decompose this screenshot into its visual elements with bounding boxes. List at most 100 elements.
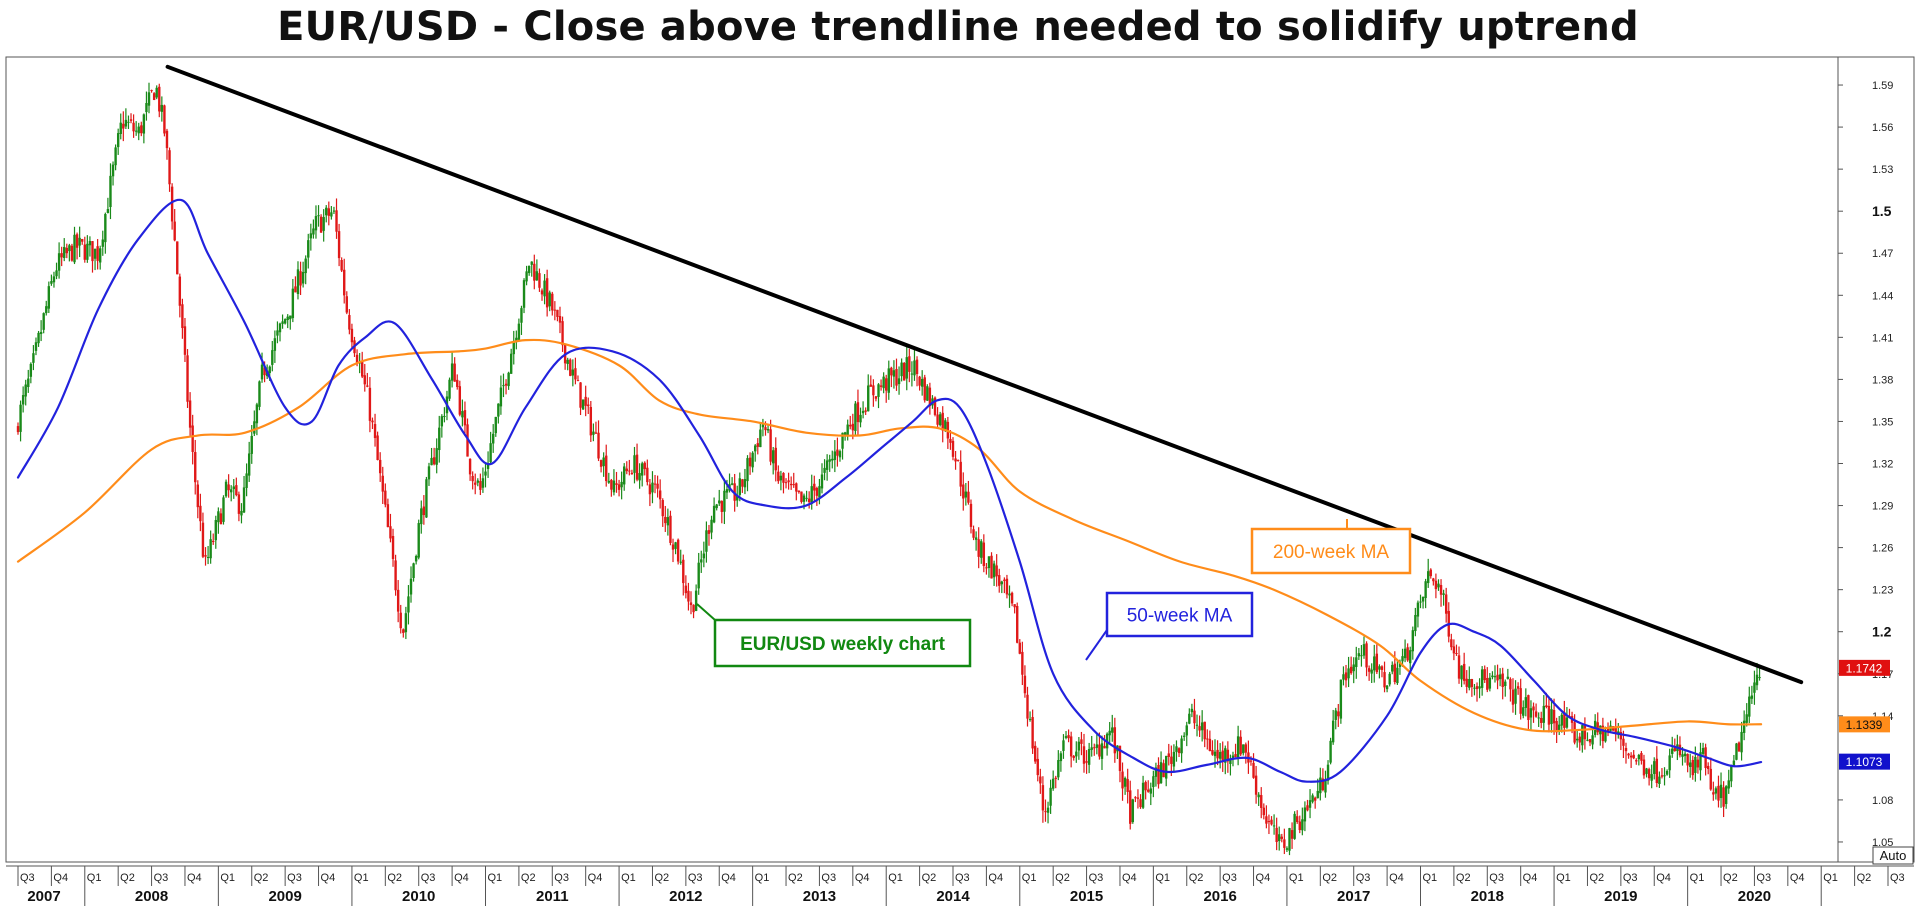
candle-body [1637,754,1641,760]
candle-body [1606,728,1610,732]
candle-body [219,513,223,525]
candle-body [476,480,479,483]
candle-body [1010,592,1014,604]
candle-body [1298,821,1301,831]
candle-body [1090,747,1093,750]
candle-body [81,239,84,242]
candle-body [1709,768,1712,790]
candle-body [933,397,937,415]
candle-body [592,431,595,435]
candle-body [751,452,754,468]
x-quarter-label: Q3 [287,872,302,884]
candle-body [1301,819,1304,831]
candle-body [1393,663,1397,683]
x-quarter-label: Q3 [955,872,970,884]
candle-body [1023,675,1027,694]
candle-body [597,432,600,459]
candle-body [1285,848,1289,850]
y-axis: 1.59 1.56 1.53 1.47 1.44 1.41 1.38 1.35 1.32 1.29… [1838,80,1893,849]
candle-body [1337,711,1340,717]
x-quarter-label: Q1 [1423,872,1438,884]
candle-body [1324,779,1327,793]
candle-body [599,460,603,467]
candle-body [594,432,598,434]
candle-body [1450,639,1453,648]
candle-body [60,253,63,258]
candle-body [1087,748,1091,765]
y-tick-label: 1.23 [1872,585,1893,597]
candle-body [1370,669,1373,674]
candle-body [1177,748,1181,754]
candle-body [443,415,446,418]
candle-body [515,337,518,342]
candle-body [1044,811,1047,813]
candle-body [173,221,176,241]
candle-body [980,541,983,558]
candle-body [368,387,372,421]
candle-body [738,478,741,495]
candle-body [396,589,400,612]
candle-body [204,555,207,557]
annotation-box [1105,591,1254,638]
candle-body [1504,681,1507,686]
candle-body [1113,727,1117,754]
candle-body [1740,731,1743,753]
x-quarter-label: Q2 [1589,872,1604,884]
candle-body [1473,687,1476,689]
candle-body [571,369,575,376]
candle-body [1013,604,1016,608]
candle-body [386,504,390,528]
y-tick-label: 1.35 [1872,416,1893,428]
candle-body [199,505,202,522]
candle-body [938,414,942,426]
candle-body [463,410,467,426]
candle-body [684,585,688,594]
x-quarter-label: Q2 [1723,872,1738,884]
candle-body [556,309,559,317]
candle-body [777,471,780,482]
x-quarter-label: Q2 [1857,872,1872,884]
candle-body [789,483,793,486]
candle-body [1057,760,1060,778]
candle-body [230,489,233,493]
candle-body [959,461,962,487]
candle-body [494,416,497,434]
candle-body [86,243,89,260]
candle-body [1362,644,1366,656]
candle-body [941,412,944,431]
candle-body [1349,666,1353,674]
candle-body [992,563,996,578]
candle-body [1082,746,1086,764]
candle-body [474,482,477,485]
candle-body [1175,746,1178,752]
candle-body [610,479,613,490]
candle-body [520,308,523,323]
candle-body [628,470,631,472]
candle-body [671,544,675,550]
candle-body [461,411,464,418]
candle-body [409,578,413,595]
candle-body [692,604,695,613]
auto-button[interactable]: Auto [1872,846,1914,865]
candle-body [936,414,939,425]
x-quarter-label: Q3 [421,872,436,884]
candle-body [1527,695,1530,720]
x-quarter-label: Q2 [387,872,402,884]
candle-body [111,164,115,177]
candle-body [394,560,397,591]
candle-body [1054,777,1057,779]
y-tick-label: 1.59 [1872,80,1893,92]
x-quarter-label: Q4 [187,872,202,884]
candle-body [502,385,505,387]
candle-body [1005,578,1009,595]
candle-body [78,237,81,246]
candle-body [792,484,795,486]
candle-body [50,281,53,284]
x-year-label: 2016 [1203,888,1236,905]
candle-body [617,484,621,490]
candle-body [1093,747,1096,749]
candle-body [268,366,271,374]
candle-body [633,455,636,473]
candle-body [55,270,58,277]
candle-body [1195,724,1199,726]
